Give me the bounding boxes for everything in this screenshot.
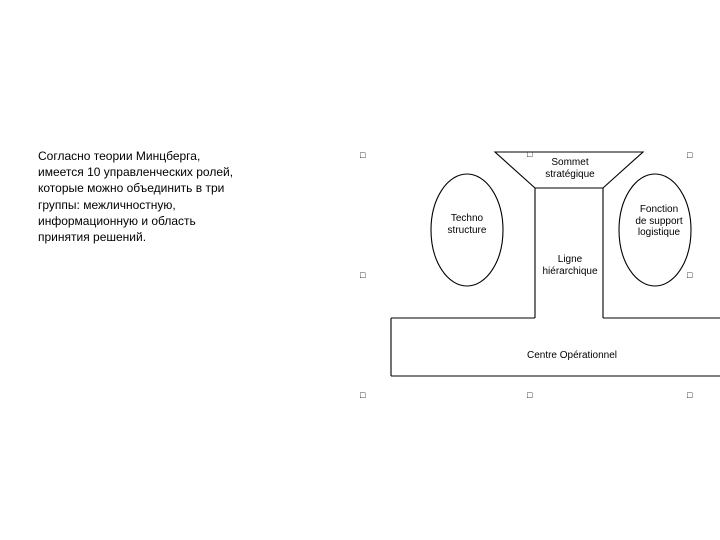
label-support-l3: logistique (623, 227, 695, 239)
page: Согласно теории Минцберга, имеется 10 уп… (0, 0, 720, 540)
marker-1: □ (527, 149, 532, 159)
label-sommet-l2: stratégique (525, 169, 615, 181)
marker-0: □ (360, 150, 365, 160)
label-ligne-l1: Ligne (525, 254, 615, 266)
label-centre: Centre Opérationnel (497, 350, 647, 362)
label-support: Fonction de support logistique (623, 204, 695, 239)
marker-7: □ (687, 390, 692, 400)
marker-4: □ (687, 270, 692, 280)
label-techno-l1: Techno (437, 213, 497, 225)
label-ligne: Ligne hiérarchique (525, 254, 615, 277)
label-techno: Techno structure (437, 213, 497, 236)
marker-5: □ (360, 390, 365, 400)
label-sommet: Sommet stratégique (525, 157, 615, 180)
marker-3: □ (360, 270, 365, 280)
label-sommet-l1: Sommet (525, 157, 615, 169)
body-paragraph: Согласно теории Минцберга, имеется 10 уп… (38, 148, 248, 245)
label-techno-l2: structure (437, 225, 497, 237)
label-centre-l1: Centre Opérationnel (497, 350, 647, 362)
label-ligne-l2: hiérarchique (525, 266, 615, 278)
label-support-l1: Fonction (623, 204, 695, 216)
label-support-l2: de support (623, 216, 695, 228)
marker-6: □ (527, 390, 532, 400)
mintzberg-diagram: Sommet stratégique Techno structure Lign… (355, 142, 705, 402)
marker-2: □ (687, 150, 692, 160)
